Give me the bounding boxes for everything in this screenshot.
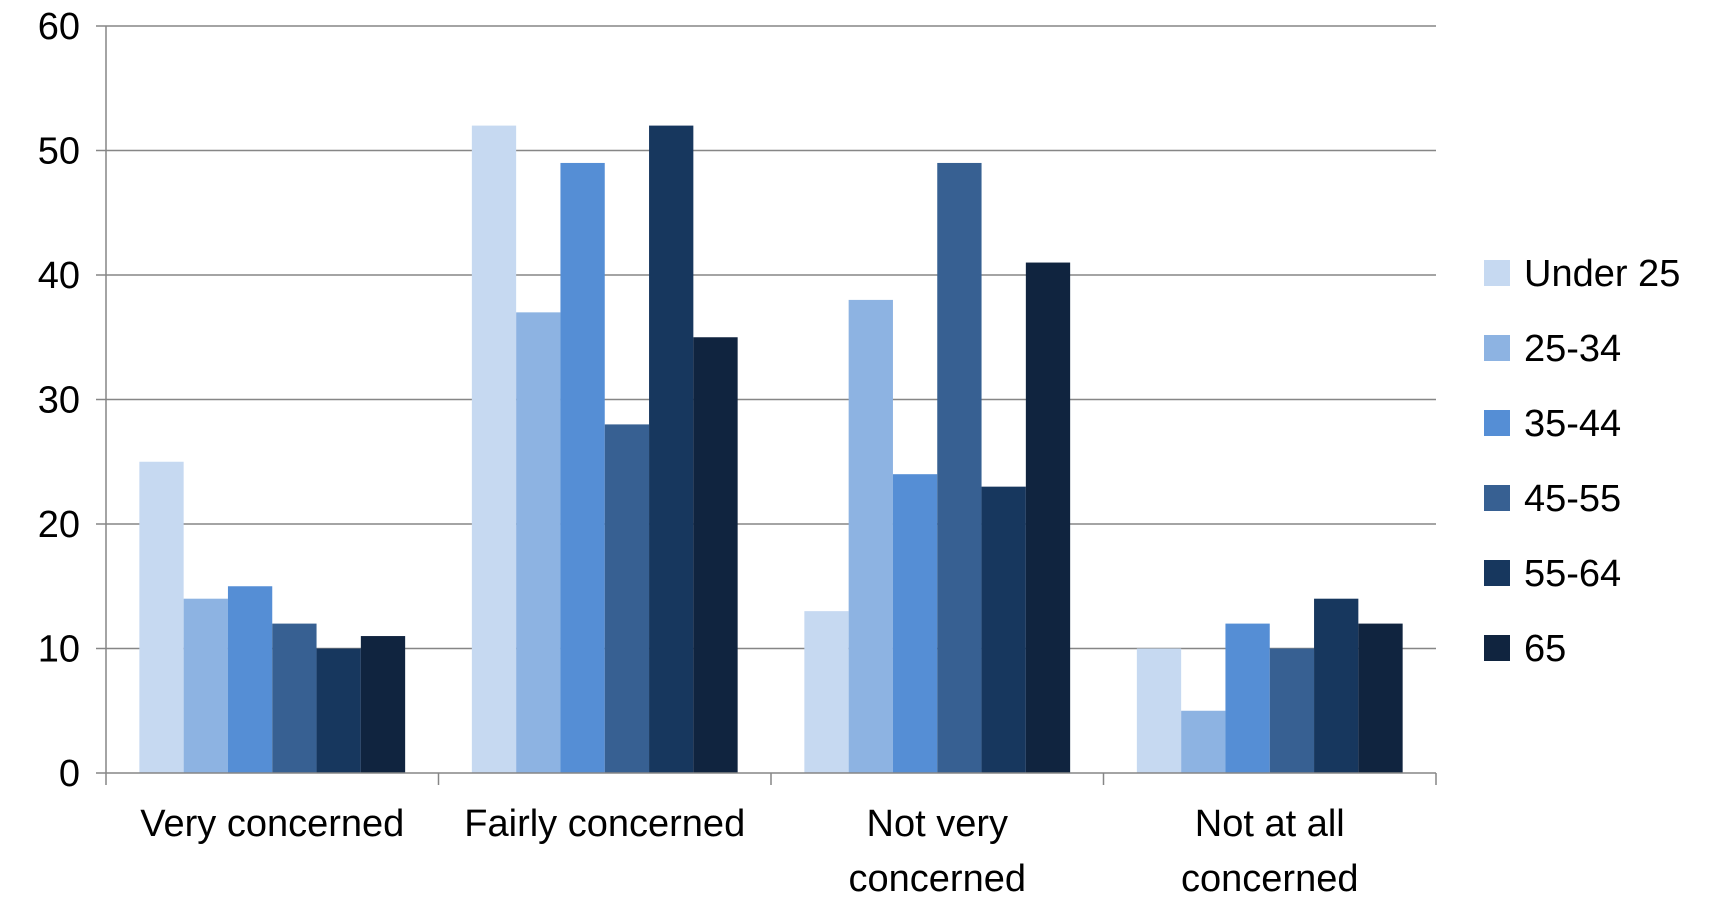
x-category-label-line: concerned [849, 858, 1026, 900]
x-category-label-line: Not very [867, 803, 1008, 845]
bar-45-55-cat-3 [1269, 648, 1315, 773]
legend: Under 25 25-34 35-44 45-55 55-64 65 [1484, 253, 1680, 670]
bar-45-55-cat-0 [272, 623, 317, 773]
bar-under-25-cat-3 [1136, 648, 1182, 773]
axes [96, 25, 1437, 785]
x-category-label: Fairly concerned [464, 803, 745, 845]
legend-swatch-under-25 [1484, 260, 1510, 286]
y-tick-label: 10 [38, 629, 80, 671]
x-category-label: Very concerned [140, 803, 404, 845]
bar-45-55-cat-1 [604, 424, 650, 773]
legend-swatch-35-44 [1484, 410, 1510, 436]
bars [139, 125, 1403, 774]
y-tick-label: 40 [38, 255, 80, 297]
legend-swatch-65 [1484, 635, 1510, 661]
y-tick-label: 20 [38, 504, 80, 546]
x-category-label: Not very concerned [849, 803, 1026, 900]
bar-45-55-cat-2 [937, 162, 982, 773]
x-category-label: Not at all concerned [1181, 803, 1358, 900]
bar-35-44-cat-1 [560, 162, 605, 773]
bar-under-25-cat-0 [139, 461, 184, 773]
bar-55-64-cat-0 [316, 648, 361, 773]
x-category-label-line: Fairly concerned [464, 803, 745, 845]
bar-35-44-cat-3 [1225, 623, 1270, 773]
x-category-label-line: Not at all [1195, 803, 1345, 845]
y-tick-label: 50 [38, 131, 80, 173]
legend-swatch-25-34 [1484, 335, 1510, 361]
x-category-label-line: Very concerned [140, 803, 404, 845]
legend-label: Under 25 [1524, 253, 1680, 295]
y-tick-label: 0 [59, 753, 80, 795]
bar-65-cat-3 [1358, 623, 1403, 773]
bar-55-64-cat-1 [649, 125, 694, 774]
legend-label: 35-44 [1524, 403, 1621, 445]
bar-under-25-cat-2 [804, 611, 849, 773]
legend-label: 25-34 [1524, 328, 1621, 370]
legend-swatch-45-55 [1484, 485, 1510, 511]
bar-25-34-cat-2 [848, 299, 893, 773]
bar-25-34-cat-3 [1181, 710, 1226, 773]
bar-25-34-cat-1 [516, 312, 561, 773]
y-tick-label: 60 [38, 6, 80, 48]
bar-25-34-cat-0 [183, 598, 228, 773]
bar-under-25-cat-1 [471, 125, 517, 774]
bar-55-64-cat-2 [981, 486, 1026, 773]
legend-label: 45-55 [1524, 478, 1621, 520]
x-category-label-line: concerned [1181, 858, 1358, 900]
legend-swatch-55-64 [1484, 560, 1510, 586]
bar-35-44-cat-2 [892, 474, 938, 773]
bar-55-64-cat-3 [1314, 598, 1359, 773]
axis-labels: 0 10 20 30 40 50 60 Very concerned Fairly concer… [38, 6, 1359, 900]
legend-label: 65 [1524, 628, 1566, 670]
bar-35-44-cat-0 [227, 586, 273, 773]
legend-label: 55-64 [1524, 553, 1621, 595]
bar-65-cat-1 [693, 337, 738, 773]
bar-65-cat-0 [360, 636, 406, 773]
bar-65-cat-2 [1025, 262, 1071, 773]
y-tick-label: 30 [38, 380, 80, 422]
gridlines [106, 25, 1436, 650]
